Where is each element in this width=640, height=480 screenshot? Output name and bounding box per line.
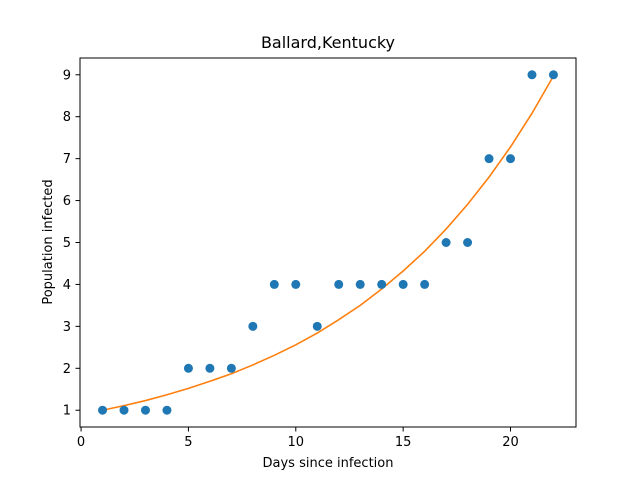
data-point [162,405,172,415]
y-tick-label: 6 [63,194,71,209]
y-tick-label: 4 [63,278,71,293]
data-point [548,70,558,80]
data-point [183,363,193,373]
chart-title: Ballard,Kentucky [261,33,395,52]
data-point [269,279,279,289]
data-point [527,70,537,80]
data-point [205,363,215,373]
data-point [463,238,473,247]
x-tick-label: 10 [288,435,305,450]
data-point [312,321,322,331]
x-tick-label: 20 [502,435,519,450]
data-point [98,405,108,415]
y-tick-label: 5 [63,236,71,251]
x-tick-label: 0 [77,435,85,450]
y-tick-label: 2 [63,362,71,377]
x-tick-label: 5 [184,435,192,450]
data-point [484,154,494,164]
y-tick-label: 7 [63,152,71,167]
x-axis-label: Days since infection [263,456,394,471]
y-axis-label: Population infected [41,179,56,304]
y-axis: 1 2 3 4 5 6 7 8 9 [63,68,80,419]
data-point [291,279,301,289]
plot-area [98,70,558,415]
y-tick-label: 1 [63,404,71,419]
data-point [334,279,344,289]
data-point [226,363,236,373]
fit-line [102,75,555,412]
data-point [119,405,129,415]
data-point [441,238,451,247]
data-point [420,279,430,289]
x-tick-label: 15 [395,435,412,450]
y-tick-label: 8 [63,110,71,125]
data-point [506,154,516,164]
x-axis: 0 5 10 15 20 [77,427,519,450]
y-tick-label: 9 [63,68,71,83]
data-point [355,279,365,289]
data-point [398,279,408,289]
data-point [248,321,258,331]
y-tick-label: 3 [63,320,71,335]
data-point [377,279,387,289]
data-point [140,405,150,415]
